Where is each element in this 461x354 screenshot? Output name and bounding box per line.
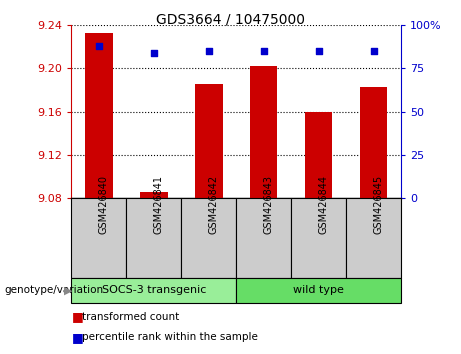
Point xyxy=(205,48,213,53)
Bar xyxy=(305,112,332,198)
Point xyxy=(260,48,267,53)
Point xyxy=(315,48,322,53)
Point xyxy=(370,48,377,53)
Text: GDS3664 / 10475000: GDS3664 / 10475000 xyxy=(156,12,305,27)
Point xyxy=(95,43,103,48)
Bar xyxy=(236,198,291,278)
Text: GSM426843: GSM426843 xyxy=(264,175,274,234)
Bar xyxy=(236,278,401,303)
Text: GSM426842: GSM426842 xyxy=(209,175,219,234)
Text: SOCS-3 transgenic: SOCS-3 transgenic xyxy=(102,285,206,295)
Text: genotype/variation: genotype/variation xyxy=(5,285,104,295)
Bar xyxy=(126,198,181,278)
Bar xyxy=(346,198,401,278)
Bar xyxy=(360,87,387,198)
Text: GSM426844: GSM426844 xyxy=(319,175,329,234)
Bar xyxy=(140,192,168,198)
Text: ■: ■ xyxy=(71,310,83,323)
Point xyxy=(150,50,158,55)
Bar xyxy=(195,84,223,198)
Bar xyxy=(250,66,278,198)
Bar xyxy=(71,198,126,278)
Bar xyxy=(291,198,346,278)
Bar xyxy=(181,198,236,278)
Text: GSM426841: GSM426841 xyxy=(154,175,164,234)
Text: wild type: wild type xyxy=(293,285,344,295)
Bar xyxy=(85,34,112,198)
Text: GSM426840: GSM426840 xyxy=(99,175,109,234)
Text: transformed count: transformed count xyxy=(82,312,179,322)
Text: ■: ■ xyxy=(71,331,83,344)
Text: ▶: ▶ xyxy=(64,285,72,295)
Bar xyxy=(71,278,236,303)
Text: GSM426845: GSM426845 xyxy=(373,175,384,234)
Text: percentile rank within the sample: percentile rank within the sample xyxy=(82,332,258,342)
